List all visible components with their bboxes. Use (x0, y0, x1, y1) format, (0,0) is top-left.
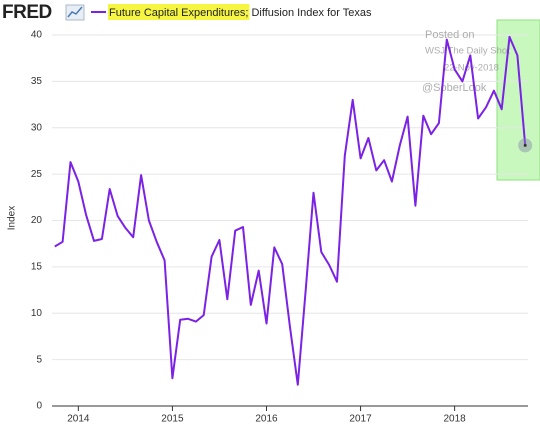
annotation: WSJ The Daily Shot (425, 46, 510, 57)
logo: FRED (2, 2, 52, 23)
series-line (54, 35, 527, 386)
annotation: @SoberLook (422, 82, 487, 94)
legend-label: Future Capital Expenditures; Diffusion I… (109, 7, 372, 19)
y-axis-label: Index (7, 206, 18, 230)
x-tick-label: 2014 (67, 414, 90, 425)
y-tick-label: 35 (31, 76, 43, 87)
logo-icon (65, 4, 85, 21)
x-tick-label: 2016 (255, 414, 278, 425)
y-tick-label: 0 (36, 401, 42, 412)
y-tick-label: 10 (31, 308, 43, 319)
legend: Future Capital Expenditures; Diffusion I… (91, 4, 372, 20)
last-point-dot (523, 143, 527, 147)
y-tick-label: 20 (31, 215, 43, 226)
y-tick-label: 40 (31, 30, 43, 41)
legend-highlight (108, 4, 250, 20)
x-tick-label: 2015 (161, 414, 184, 425)
highlight-box (496, 19, 540, 181)
y-tick-label: 15 (31, 262, 43, 273)
x-tick-label: 2018 (443, 414, 466, 425)
annotation: Posted on (425, 29, 475, 41)
y-tick-label: 5 (36, 354, 42, 365)
y-tick-label: 30 (31, 122, 43, 133)
y-tick-label: 25 (31, 169, 43, 180)
x-tick-label: 2017 (349, 414, 372, 425)
